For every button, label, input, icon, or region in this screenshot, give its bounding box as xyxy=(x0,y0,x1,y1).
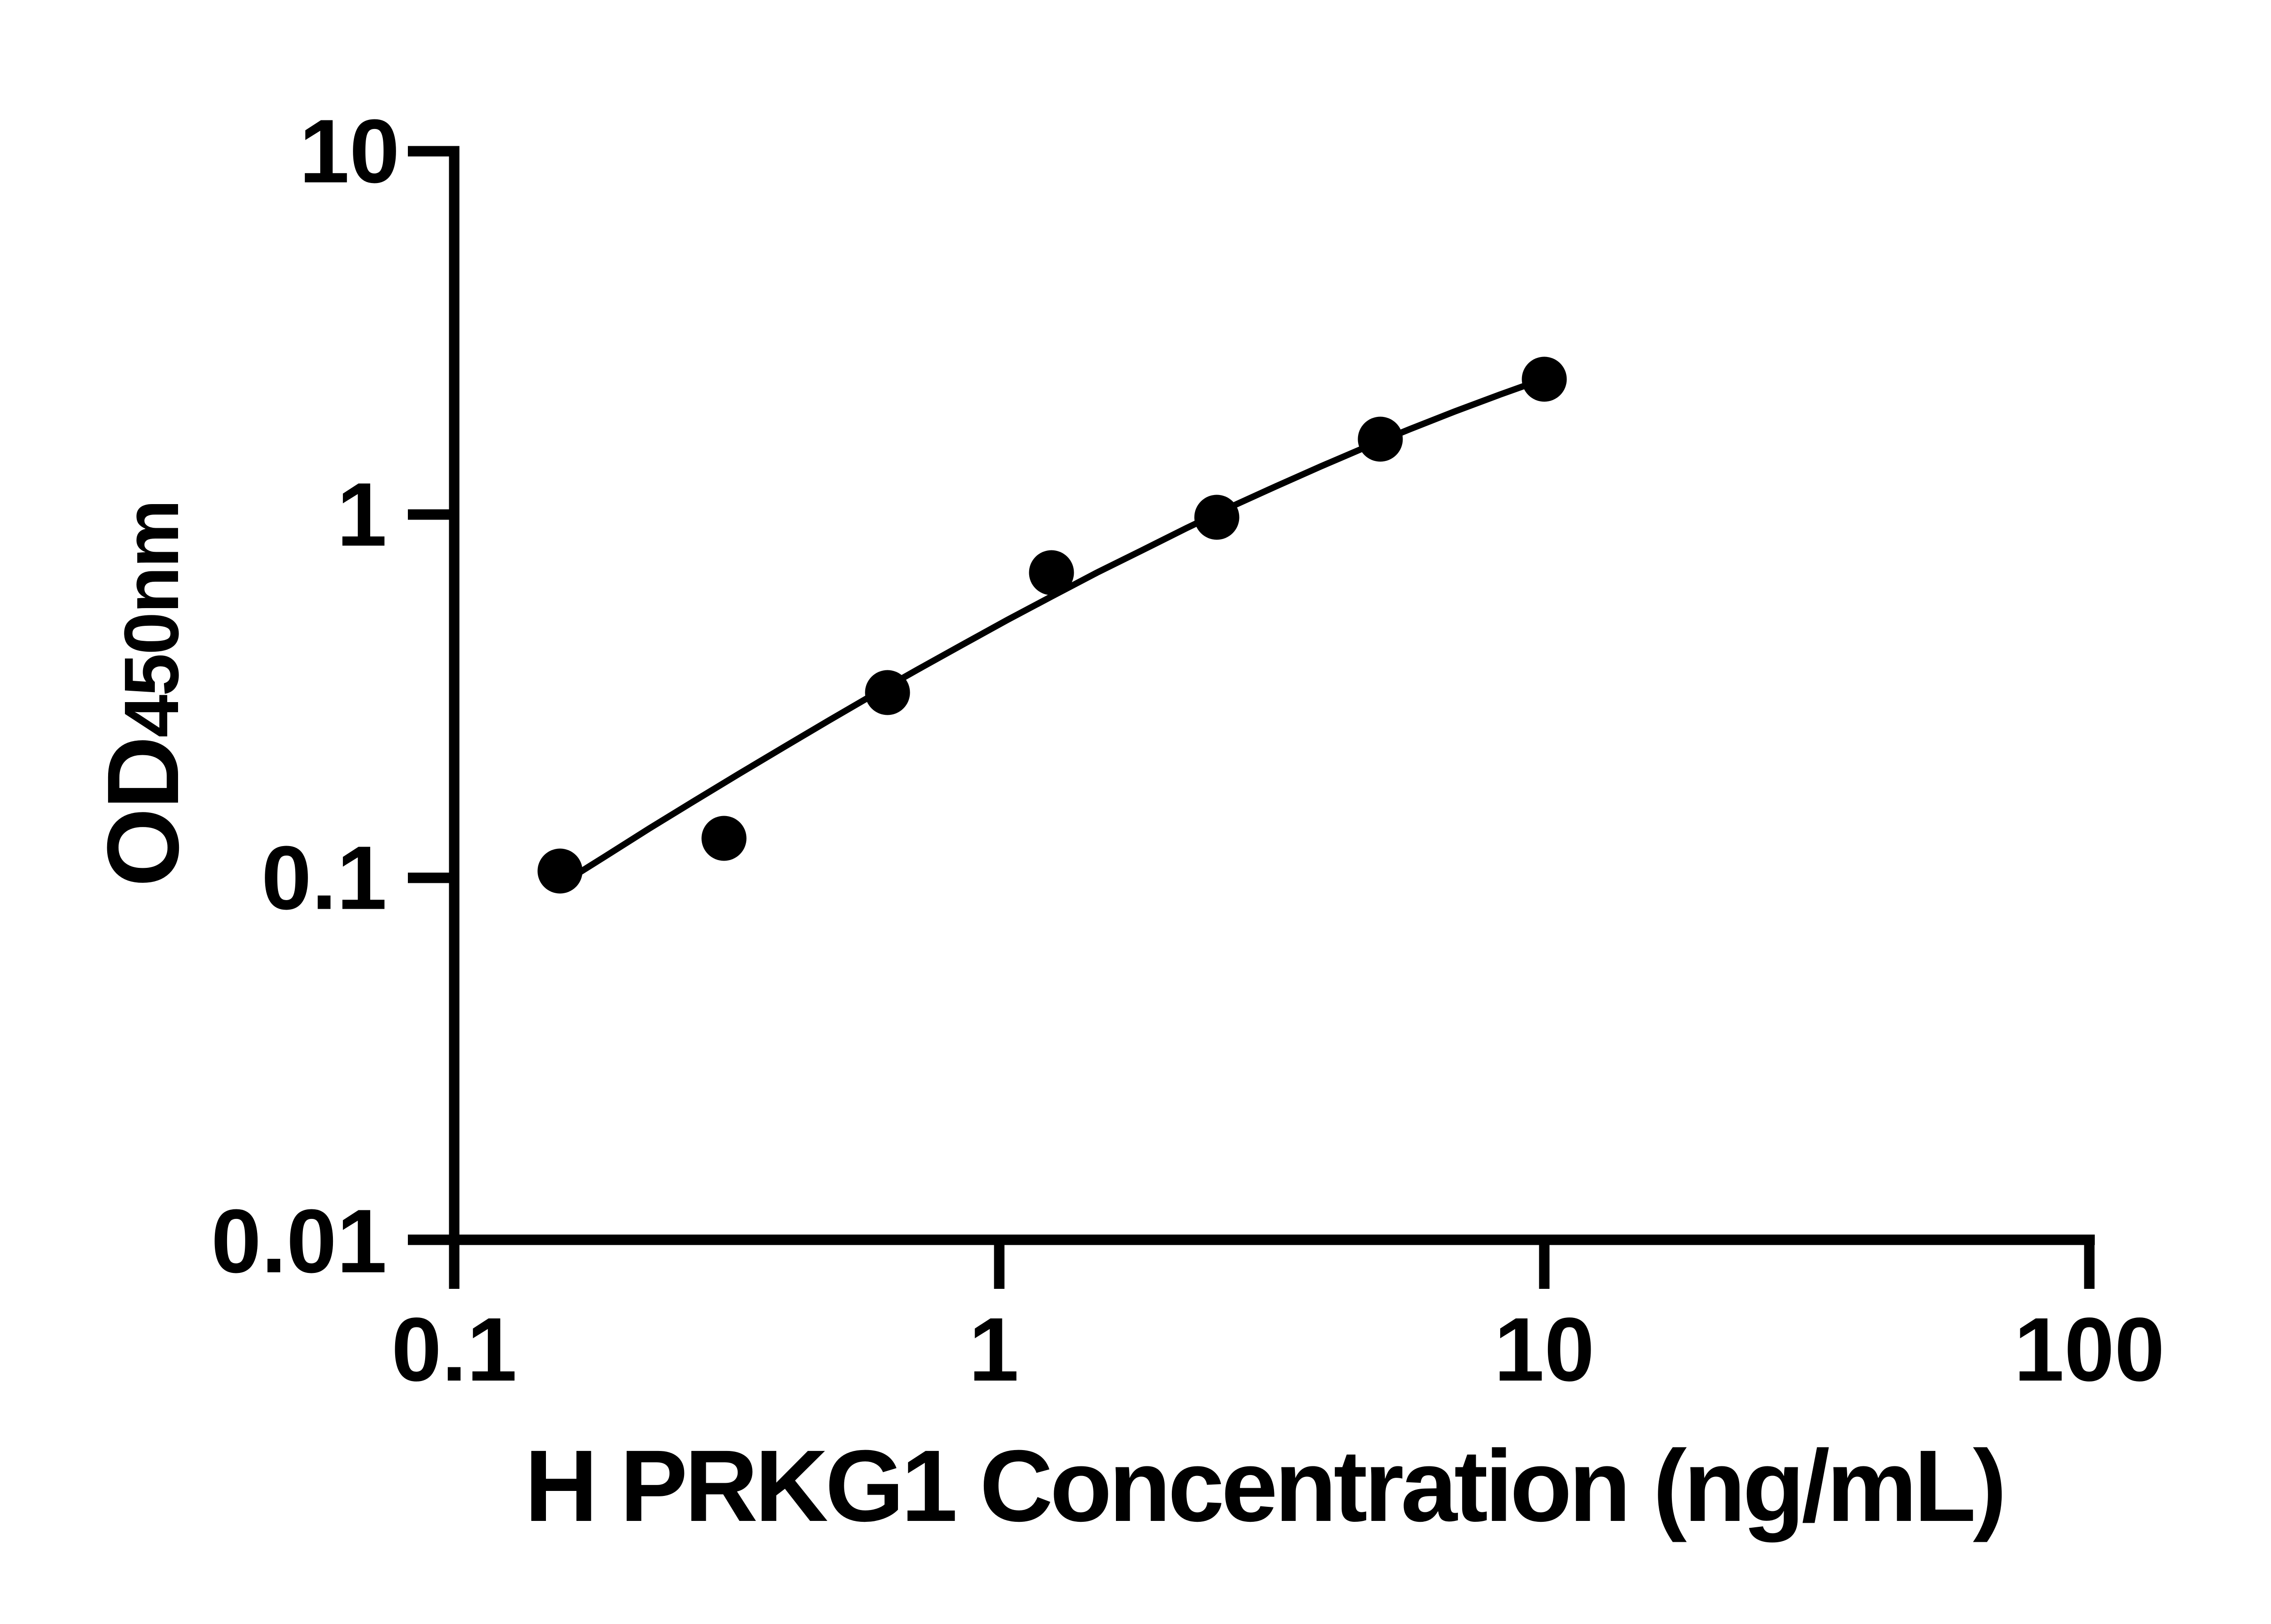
svg-text:100: 100 xyxy=(2014,1299,2165,1400)
svg-text:0.1: 0.1 xyxy=(392,1299,517,1400)
svg-text:H PRKG1 Concentration (ng/mL): H PRKG1 Concentration (ng/mL) xyxy=(525,1429,2004,1543)
svg-text:1: 1 xyxy=(969,1299,1019,1400)
svg-text:10: 10 xyxy=(299,101,400,202)
svg-text:0.01: 0.01 xyxy=(211,1191,387,1292)
svg-text:10: 10 xyxy=(1494,1299,1594,1400)
svg-text:1: 1 xyxy=(337,465,387,565)
svg-text:OD450nm: OD450nm xyxy=(86,501,200,887)
svg-text:0.1: 0.1 xyxy=(261,828,387,929)
